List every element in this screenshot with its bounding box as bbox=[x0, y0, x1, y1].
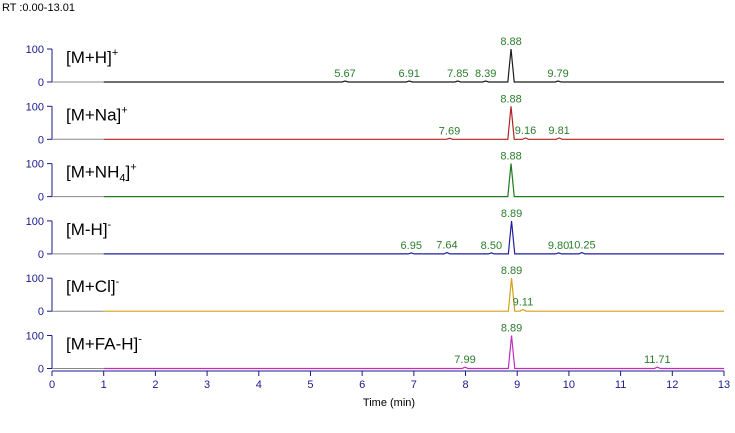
x-axis-title: Time (min) bbox=[363, 397, 415, 409]
trace-line bbox=[103, 278, 724, 312]
y-tick-label: 0 bbox=[38, 134, 44, 146]
panel-5: 100 0 [M+Cl]- 8.89 9.11 bbox=[26, 265, 724, 318]
x-tick-label: 11 bbox=[615, 379, 626, 391]
trace-line bbox=[103, 335, 724, 370]
peak-label: 9.16 bbox=[515, 125, 536, 137]
peak-label: 8.88 bbox=[500, 93, 521, 105]
trace-line bbox=[103, 163, 724, 198]
y-tick-label: 100 bbox=[26, 216, 44, 228]
peak-label: 6.91 bbox=[398, 68, 419, 80]
y-tick-label: 0 bbox=[38, 192, 44, 204]
y-tick-label: 0 bbox=[38, 306, 44, 318]
peak-label: 8.89 bbox=[501, 323, 522, 335]
peak-label: 8.89 bbox=[501, 208, 522, 220]
peak-label: 9.80 bbox=[548, 240, 569, 252]
x-tick-label: 4 bbox=[256, 379, 262, 391]
ion-label: [M+FA-H]- bbox=[66, 334, 142, 354]
y-tick-label: 100 bbox=[26, 101, 44, 113]
peak-label: 8.39 bbox=[475, 68, 496, 80]
x-tick-label: 7 bbox=[411, 379, 417, 391]
peak-label: 7.85 bbox=[447, 68, 468, 80]
peak-label: 7.99 bbox=[454, 354, 475, 366]
trace-line bbox=[103, 220, 724, 255]
ion-label: [M+Na]+ bbox=[66, 104, 128, 124]
peak-label: 11.71 bbox=[644, 354, 671, 366]
x-tick-label: 8 bbox=[462, 379, 468, 391]
y-tick-label: 0 bbox=[38, 249, 44, 261]
panel-3: 100 0 [M+NH4]+ 8.88 bbox=[26, 151, 724, 204]
rt-range-label: RT :0.00-13.01 bbox=[2, 2, 75, 14]
peak-label: 8.50 bbox=[481, 240, 502, 252]
x-tick-label: 2 bbox=[152, 379, 158, 391]
x-tick-label: 13 bbox=[718, 379, 730, 391]
x-tick-label: 0 bbox=[49, 379, 55, 391]
x-tick-label: 5 bbox=[307, 379, 313, 391]
ion-label: [M+H]+ bbox=[66, 47, 118, 67]
panel-6: 100 0 [M+FA-H]- 7.99 8.89 11.71 bbox=[26, 323, 724, 376]
peak-label: 9.79 bbox=[547, 68, 568, 80]
peak-label: 8.88 bbox=[500, 36, 521, 48]
ion-label: [M+Cl]- bbox=[66, 276, 120, 296]
peak-label: 10.25 bbox=[568, 240, 596, 252]
peak-label: 5.67 bbox=[334, 68, 355, 80]
peak-label: 8.89 bbox=[501, 265, 522, 277]
panel-1: 100 0 [M+H]+ 5.67 6.91 7.85 8.39 8.88 9.79 bbox=[26, 36, 724, 89]
x-tick-label: 6 bbox=[359, 379, 365, 391]
peak-label: 9.81 bbox=[548, 125, 569, 137]
peak-label: 7.64 bbox=[436, 240, 457, 252]
y-tick-label: 100 bbox=[26, 44, 44, 56]
ion-label: [M-H]- bbox=[66, 219, 112, 239]
panels-group: 100 0 [M+H]+ 5.67 6.91 7.85 8.39 8.88 9.79 100 0 [M… bbox=[26, 36, 724, 376]
x-tick-label: 9 bbox=[514, 379, 520, 391]
peak-label: 9.11 bbox=[513, 297, 534, 309]
x-tick-label: 12 bbox=[666, 379, 678, 391]
ion-label: [M+NH4]+ bbox=[66, 162, 137, 185]
x-tick-label: 10 bbox=[563, 379, 575, 391]
y-tick-label: 0 bbox=[38, 77, 44, 89]
panel-2: 100 0 [M+Na]+ 7.69 8.88 9.16 9.81 bbox=[26, 93, 724, 146]
x-tick-label: 3 bbox=[204, 379, 210, 391]
x-tick-label: 1 bbox=[101, 379, 107, 391]
trace-line bbox=[103, 48, 724, 83]
y-tick-label: 100 bbox=[26, 159, 44, 171]
trace-line bbox=[103, 106, 724, 140]
peak-label: 7.69 bbox=[439, 125, 460, 137]
y-tick-label: 100 bbox=[26, 331, 44, 343]
y-tick-label: 0 bbox=[38, 364, 44, 376]
peak-label: 6.95 bbox=[401, 240, 422, 252]
y-tick-label: 100 bbox=[26, 273, 44, 285]
x-axis: 0 1 2 3 4 5 6 7 8 9 10 11 12 13 bbox=[49, 370, 730, 391]
peak-label: 8.88 bbox=[500, 151, 521, 163]
